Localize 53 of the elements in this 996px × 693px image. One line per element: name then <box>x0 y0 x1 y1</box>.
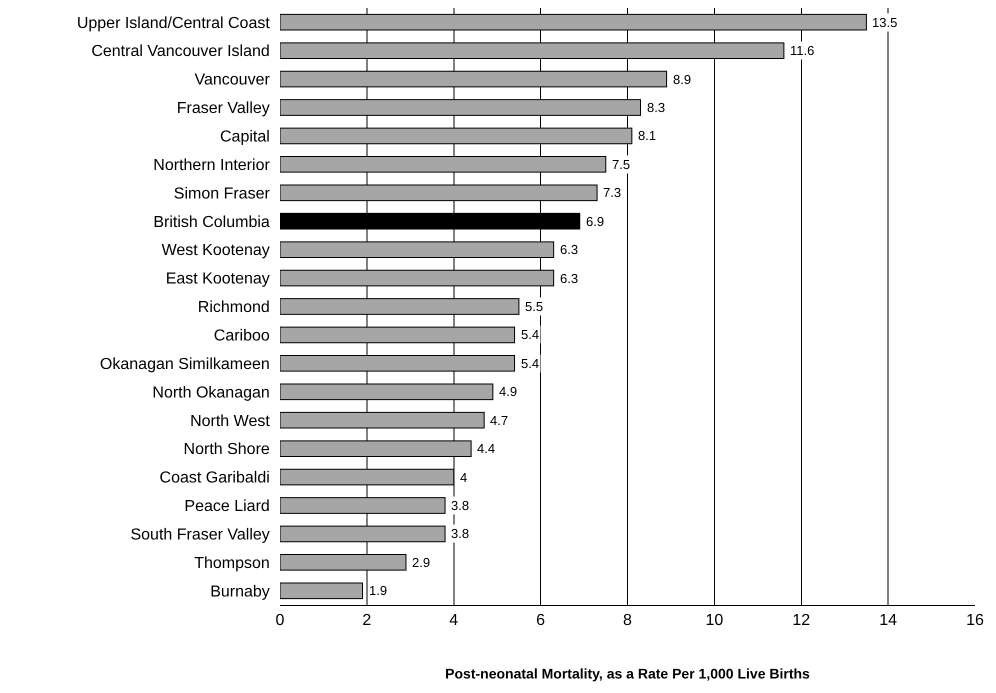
y-tick-label: British Columbia <box>153 214 270 231</box>
data-label: 6.3 <box>560 271 578 286</box>
y-tick-label: Peace Liard <box>184 498 270 516</box>
x-tick-label: 2 <box>362 612 372 630</box>
data-label: 7.3 <box>603 185 622 200</box>
data-label: 2.9 <box>412 555 430 570</box>
data-label: 4.7 <box>490 413 508 428</box>
x-tick-label: 12 <box>792 612 810 630</box>
data-label: 11.6 <box>790 43 814 58</box>
y-tick-label: Central Vancouver Island <box>91 43 270 60</box>
y-tick-label: East Kootenay <box>166 270 270 288</box>
y-tick-label: North Shore <box>184 441 270 458</box>
x-tick-label: 16 <box>966 612 984 630</box>
x-tick-label: 14 <box>879 612 898 630</box>
data-label: 8.1 <box>638 128 656 143</box>
data-label: 4 <box>460 470 468 485</box>
y-tick-label: North Okanagan <box>152 384 270 402</box>
y-tick-label: Coast Garibaldi <box>160 470 270 487</box>
bar <box>280 582 364 600</box>
data-label: 5.4 <box>521 356 540 371</box>
x-tick-label: 8 <box>623 612 632 630</box>
y-tick-label: Okanagan Similkameen <box>100 356 270 373</box>
data-label: 5.4 <box>521 327 540 342</box>
x-tick-label: 4 <box>449 612 458 630</box>
x-tick-label: 10 <box>705 612 724 630</box>
y-tick-label: South Fraser Valley <box>130 526 270 544</box>
x-tick-label: 6 <box>536 612 546 630</box>
data-label: 8.3 <box>647 100 666 115</box>
data-label: 5.5 <box>525 299 544 314</box>
y-tick-label: Fraser Valley <box>176 100 270 118</box>
y-tick-label: Upper Island/Central Coast <box>76 14 270 32</box>
y-tick-label: Cariboo <box>214 328 270 345</box>
data-label: 8.9 <box>673 72 692 87</box>
data-label: 3.8 <box>451 526 470 541</box>
data-label: 3.8 <box>451 498 470 513</box>
y-tick-label: Simon Fraser <box>174 185 270 202</box>
data-label: 6.9 <box>586 214 604 229</box>
y-tick-label: Richmond <box>198 299 270 316</box>
data-label: 4.9 <box>499 384 518 399</box>
y-tick-label: Thompson <box>194 554 270 572</box>
data-label: 6.3 <box>560 242 578 257</box>
data-label: 7.5 <box>612 157 630 172</box>
x-axis-title: Post-neonatal Mortality, as a Rate Per 1,000 Live Births <box>445 666 810 682</box>
y-tick-label: West Kootenay <box>162 242 270 260</box>
data-label: 4.4 <box>477 441 496 456</box>
y-tick-label: Northern Interior <box>153 156 270 174</box>
x-tick-label: 0 <box>276 612 285 630</box>
data-label: 13.5 <box>872 15 898 30</box>
y-tick-label: Burnaby <box>210 583 270 600</box>
data-label: 1.9 <box>369 583 388 598</box>
y-tick-label: Vancouver <box>194 72 270 89</box>
y-tick-label: Capital <box>220 128 270 146</box>
y-tick-label: North West <box>190 412 270 430</box>
